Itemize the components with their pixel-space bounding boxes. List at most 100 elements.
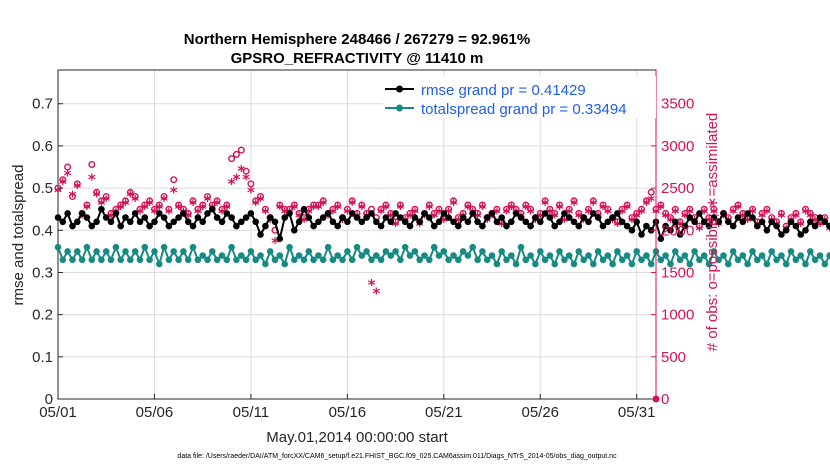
totalspread-point (778, 252, 785, 259)
totalspread-point (797, 252, 804, 259)
totalspread-point (517, 243, 525, 251)
rmse-point (700, 218, 708, 226)
obs_assimilated-point: * (348, 196, 356, 214)
rmse-point (580, 214, 587, 221)
obs_assimilated-point: * (739, 209, 747, 227)
rmse-point (324, 210, 332, 217)
obs_assimilated-point: * (498, 217, 506, 235)
rmse-point (609, 214, 616, 221)
obs_assimilated-point: * (416, 217, 424, 235)
obs_assimilated-point: * (430, 209, 438, 227)
obs_assimilated-point: * (638, 204, 646, 222)
rmse-point (782, 227, 790, 234)
obs_assimilated-point: * (734, 200, 742, 218)
obs_assimilated-point: * (59, 175, 67, 193)
obs_possible-point (628, 214, 636, 222)
obs_assimilated-point: * (488, 209, 496, 227)
rmse-point (411, 214, 419, 221)
totalspread-point (604, 252, 612, 259)
rmse-point (792, 222, 800, 230)
obs_assimilated-point: * (618, 204, 626, 222)
right-y-tick-label: 2500 (661, 180, 694, 197)
rmse-point (479, 222, 486, 230)
totalspread-point (247, 248, 255, 255)
obs_assimilated-point: * (681, 209, 689, 227)
totalspread-point (527, 252, 534, 259)
obs_possible-point (223, 201, 231, 209)
obs_assimilated-point: * (662, 209, 670, 227)
totalspread-point (792, 256, 800, 264)
obs_possible-point (478, 201, 486, 209)
obs_possible-point (585, 205, 593, 213)
rmse-point (623, 222, 631, 230)
rmse-point (329, 218, 337, 226)
legend-rmse-marker (396, 85, 403, 93)
rmse-point (78, 210, 86, 217)
rmse-point (628, 227, 636, 234)
totalspread-point (561, 256, 568, 264)
rmse-point (83, 214, 91, 221)
totalspread-point (252, 256, 259, 264)
rmse-point (527, 222, 534, 230)
obs_assimilated-point: * (700, 204, 708, 222)
rmse-point (474, 218, 481, 226)
rmse-point (618, 218, 626, 226)
obs_possible-point (464, 201, 472, 209)
obs_assimilated-point: * (276, 200, 284, 218)
x-tick-label: 05/26 (521, 404, 559, 421)
rmse-point (705, 222, 713, 230)
obs_assimilated-point: * (749, 204, 757, 222)
legend-totalspread-label: totalspread grand pr = 0.33494 (421, 101, 627, 118)
obs_possible-point (710, 205, 718, 213)
rmse-point (69, 222, 76, 230)
totalspread-point (585, 252, 592, 259)
totalspread-point (594, 248, 602, 255)
obs_assimilated-point: * (126, 188, 134, 206)
obs_assimilated-point: * (271, 234, 279, 252)
rmse-point (310, 222, 317, 230)
obs_assimilated-point: * (527, 204, 535, 222)
totalspread-point (358, 252, 366, 259)
rmse-point (676, 231, 684, 238)
obs_assimilated-point: * (744, 213, 752, 231)
totalspread-point (455, 256, 462, 264)
totalspread-point (353, 243, 361, 251)
rmse-point (686, 214, 694, 221)
totalspread-point (426, 256, 433, 264)
obs_possible-point (667, 214, 675, 222)
rmse-point (242, 214, 250, 221)
rmse-point (807, 218, 814, 226)
left-y-axis-ticks: 0 0.1 0.2 0.3 0.4 0.5 0.6 0.7 (32, 96, 63, 408)
obs_assimilated-point: * (758, 209, 766, 227)
totalspread-point (512, 260, 520, 268)
totalspread-point (286, 243, 293, 251)
obs_assimilated-point: * (131, 192, 139, 210)
obs_assimilated-point: * (266, 213, 274, 231)
rmse-point (151, 218, 158, 226)
rmse-point (604, 218, 612, 226)
totalspread-point (175, 256, 182, 264)
obs_possible-point (242, 167, 250, 175)
totalspread-point (541, 256, 549, 264)
totalspread-point (204, 256, 211, 264)
totalspread-point (729, 248, 737, 255)
rmse-point (498, 214, 506, 221)
series-layer: ************ ************* ***** **********… (54, 146, 830, 403)
obs_possible-point (247, 180, 255, 188)
rmse-point (532, 214, 539, 221)
totalspread-point (223, 256, 231, 264)
rmse-point (459, 214, 467, 221)
obs_assimilated-point: * (69, 188, 77, 206)
obs_assimilated-point: * (396, 200, 404, 218)
obs_assimilated-point: * (551, 209, 559, 227)
obs_possible-point (126, 188, 134, 196)
totalspread-point (54, 243, 62, 251)
obs_possible-point (189, 197, 197, 205)
obs_assimilated-point: * (228, 175, 236, 193)
totalspread-point (450, 252, 457, 259)
obs_assimilated-point: * (676, 217, 684, 235)
chart-title-line1: Northern Hemisphere 248466 / 267279 = 92… (184, 31, 530, 48)
totalspread-point (165, 256, 173, 264)
rmse-point (455, 222, 462, 230)
obs_assimilated-point: * (218, 204, 226, 222)
